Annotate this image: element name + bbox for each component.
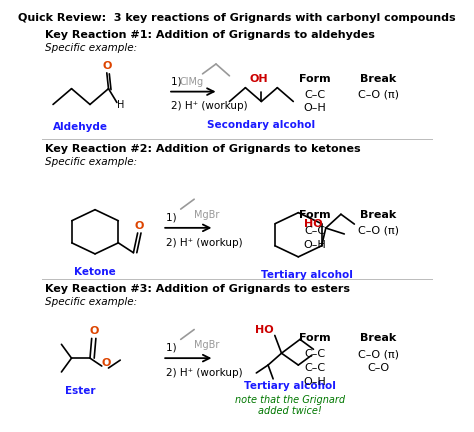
Text: 1): 1) (165, 342, 182, 353)
Text: Key Reaction #1: Addition of Grignards to aldehydes: Key Reaction #1: Addition of Grignards t… (45, 30, 374, 41)
Text: O–H: O–H (304, 377, 327, 387)
Text: Specific example:: Specific example: (45, 43, 137, 53)
Text: 2) H⁺ (workup): 2) H⁺ (workup) (165, 238, 242, 248)
Text: HO: HO (304, 219, 322, 229)
Text: C–O: C–O (367, 363, 389, 373)
Text: Key Reaction #2: Addition of Grignards to ketones: Key Reaction #2: Addition of Grignards t… (45, 144, 360, 154)
Text: C–C: C–C (305, 349, 326, 359)
Text: Break: Break (360, 74, 396, 84)
Text: Break: Break (360, 210, 396, 220)
Text: O–H: O–H (304, 240, 327, 250)
Text: C–C: C–C (305, 226, 326, 236)
Text: C–C: C–C (305, 363, 326, 373)
Text: Ester: Ester (64, 386, 95, 396)
Text: 1): 1) (171, 77, 188, 87)
Text: O: O (102, 358, 111, 368)
Text: 2) H⁺ (workup): 2) H⁺ (workup) (165, 368, 242, 378)
Text: Form: Form (299, 210, 331, 220)
Text: Form: Form (299, 74, 331, 84)
Text: OH: OH (249, 74, 268, 84)
Text: O: O (103, 61, 112, 71)
Text: Form: Form (299, 334, 331, 343)
Text: O: O (135, 221, 144, 231)
Text: O: O (90, 327, 99, 337)
Text: Aldehyde: Aldehyde (53, 122, 108, 132)
Text: Tertiary alcohol: Tertiary alcohol (244, 381, 336, 391)
Text: note that the Grignard
added twice!: note that the Grignard added twice! (235, 395, 345, 416)
Text: 1): 1) (165, 212, 182, 222)
Text: Quick Review:  3 key reactions of Grignards with carbonyl compounds: Quick Review: 3 key reactions of Grignar… (18, 13, 456, 22)
Text: MgBr: MgBr (194, 340, 219, 350)
Text: C–O (π): C–O (π) (357, 90, 399, 100)
Text: Ketone: Ketone (74, 267, 116, 277)
Text: C–O (π): C–O (π) (357, 349, 399, 359)
Text: O–H: O–H (304, 104, 327, 114)
Text: MgBr: MgBr (194, 210, 219, 220)
Text: H: H (117, 99, 124, 110)
Text: HO: HO (255, 325, 274, 335)
Text: 2) H⁺ (workup): 2) H⁺ (workup) (171, 102, 247, 111)
Text: Secondary alcohol: Secondary alcohol (207, 120, 315, 130)
Text: Tertiary alcohol: Tertiary alcohol (261, 270, 353, 280)
Text: Break: Break (360, 334, 396, 343)
Text: C–C: C–C (305, 90, 326, 100)
Text: Specific example:: Specific example: (45, 297, 137, 307)
Text: Specific example:: Specific example: (45, 157, 137, 167)
Text: Key Reaction #3: Addition of Grignards to esters: Key Reaction #3: Addition of Grignards t… (45, 284, 350, 294)
Text: C–O (π): C–O (π) (357, 226, 399, 236)
Text: ClMg: ClMg (180, 77, 204, 87)
